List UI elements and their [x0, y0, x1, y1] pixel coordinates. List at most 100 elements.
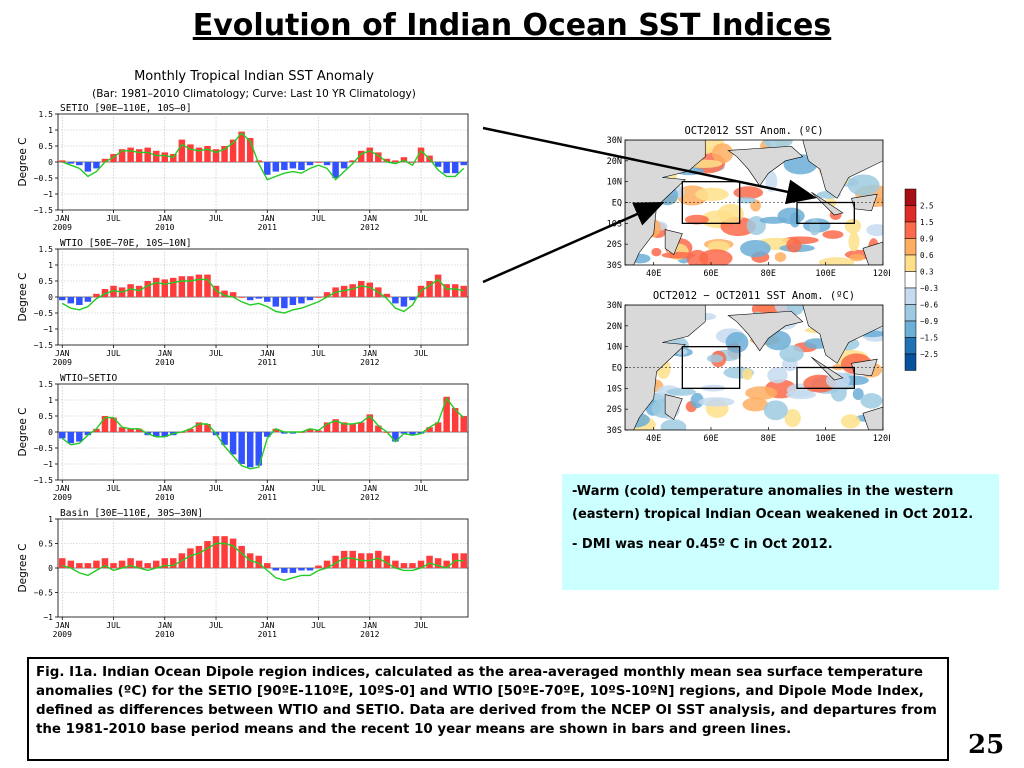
- bar: [195, 147, 203, 162]
- bar: [93, 428, 100, 432]
- bar: [255, 555, 262, 568]
- colorbar-cell: [904, 188, 917, 206]
- bar: [127, 558, 134, 568]
- lat-label: 10S: [607, 219, 622, 229]
- sst-maps: OCT2012 SST Anom. (ºC) 30N 20N 10N EQ 10S 20S 3…: [607, 125, 890, 444]
- anomaly-patch: [848, 231, 860, 252]
- anomaly-patch: [745, 386, 778, 400]
- anomaly-patch: [818, 257, 855, 265]
- anomaly-patch: [866, 224, 883, 237]
- bar: [323, 162, 331, 166]
- bar: [93, 560, 100, 568]
- index-panel-0: SETIO [90E–110E, 10S–0] Degree C 1.5 1 0.5 0 −…: [17, 103, 469, 232]
- bar: [392, 432, 399, 442]
- bar: [451, 408, 459, 432]
- x-tick-year: 2009: [53, 493, 72, 502]
- anomaly-patch: [717, 203, 744, 224]
- x-tick-label: JAN: [260, 214, 275, 223]
- bar: [434, 558, 442, 568]
- panel-title: Basin [30E–110E, 30S–30N]: [60, 508, 203, 519]
- anomaly-patch: [774, 252, 787, 262]
- bar: [323, 292, 331, 297]
- y-tick-label: 0: [48, 428, 53, 437]
- x-tick-label: JAN: [260, 349, 275, 358]
- lat-label: 10S: [607, 384, 622, 394]
- bar: [315, 297, 322, 298]
- x-tick-year: 2011: [258, 223, 277, 232]
- bar: [340, 422, 348, 432]
- bar: [281, 568, 288, 573]
- anomaly-patch: [779, 345, 804, 363]
- colorbar-label: −0.3: [920, 284, 938, 293]
- bar: [306, 162, 314, 166]
- y-tick-label: 1.5: [39, 110, 54, 119]
- anomaly-patch: [767, 366, 788, 384]
- x-tick-label: JUL: [414, 484, 429, 493]
- bar: [221, 536, 228, 568]
- bar: [110, 285, 117, 297]
- anomaly-patch: [786, 238, 802, 253]
- lat-label: 30S: [607, 261, 622, 271]
- x-tick-year: 2009: [53, 358, 72, 367]
- note-bullet-1: -Warm (cold) temperature anomalies in th…: [572, 484, 974, 522]
- bar: [383, 555, 391, 568]
- x-tick-label: JUL: [209, 349, 224, 358]
- bar: [315, 430, 322, 432]
- bar: [246, 432, 254, 468]
- series-line: [62, 542, 464, 582]
- bar: [178, 139, 186, 162]
- lat-label: 20S: [607, 405, 622, 415]
- bar: [135, 149, 143, 162]
- bar: [400, 297, 408, 307]
- bar: [101, 158, 109, 162]
- bar: [264, 563, 271, 568]
- colorbar-label: 1.5: [920, 218, 934, 227]
- bar: [383, 293, 391, 297]
- panel-title: WTIO−SETIO: [60, 373, 117, 384]
- y-tick-label: −0.5: [34, 309, 53, 318]
- bar: [229, 538, 237, 568]
- panel-ylabel: Degree C: [17, 408, 29, 457]
- anomaly-patch: [759, 237, 796, 245]
- x-tick-label: JAN: [55, 621, 70, 630]
- lon-label: 100E: [815, 269, 835, 279]
- colorbar-cell: [904, 221, 917, 239]
- slide-title: Evolution of Indian Ocean SST Indices: [192, 8, 832, 43]
- bar: [306, 428, 314, 432]
- anomaly-patch: [733, 186, 764, 200]
- bar: [357, 281, 365, 297]
- bar: [221, 432, 228, 445]
- land-mass: [851, 193, 878, 212]
- anomaly-patch: [840, 414, 861, 429]
- anomaly-patch: [695, 187, 729, 202]
- colorbar-cell: [904, 337, 917, 355]
- bar: [443, 162, 450, 174]
- lon-label: 40E: [646, 269, 661, 279]
- bar: [332, 555, 339, 568]
- anomaly-patch: [690, 392, 704, 409]
- anomaly-patch: [661, 251, 696, 259]
- bar: [357, 422, 365, 432]
- bar: [212, 149, 220, 162]
- colorbar-label: −1.5: [920, 334, 938, 343]
- bar: [144, 281, 151, 297]
- bar: [426, 427, 433, 432]
- x-tick-label: JUL: [311, 349, 326, 358]
- bar: [59, 558, 66, 568]
- land-mass: [862, 241, 883, 265]
- bar: [306, 568, 314, 571]
- colorbar-label: −0.6: [920, 301, 939, 310]
- lon-label: 80E: [761, 434, 776, 444]
- lon-label: 60E: [703, 434, 718, 444]
- x-tick-label: JAN: [158, 621, 173, 630]
- anomaly-patch: [725, 332, 749, 353]
- bar: [246, 297, 254, 301]
- colorbar-label: 0.6: [920, 251, 934, 260]
- anomaly-patch: [844, 218, 862, 234]
- bar: [76, 162, 83, 166]
- lat-label: 10N: [607, 343, 622, 353]
- colorbar-cell: [904, 353, 917, 371]
- wtio-box: [681, 346, 741, 389]
- x-tick-label: JAN: [363, 349, 378, 358]
- x-tick-year: 2010: [155, 630, 174, 639]
